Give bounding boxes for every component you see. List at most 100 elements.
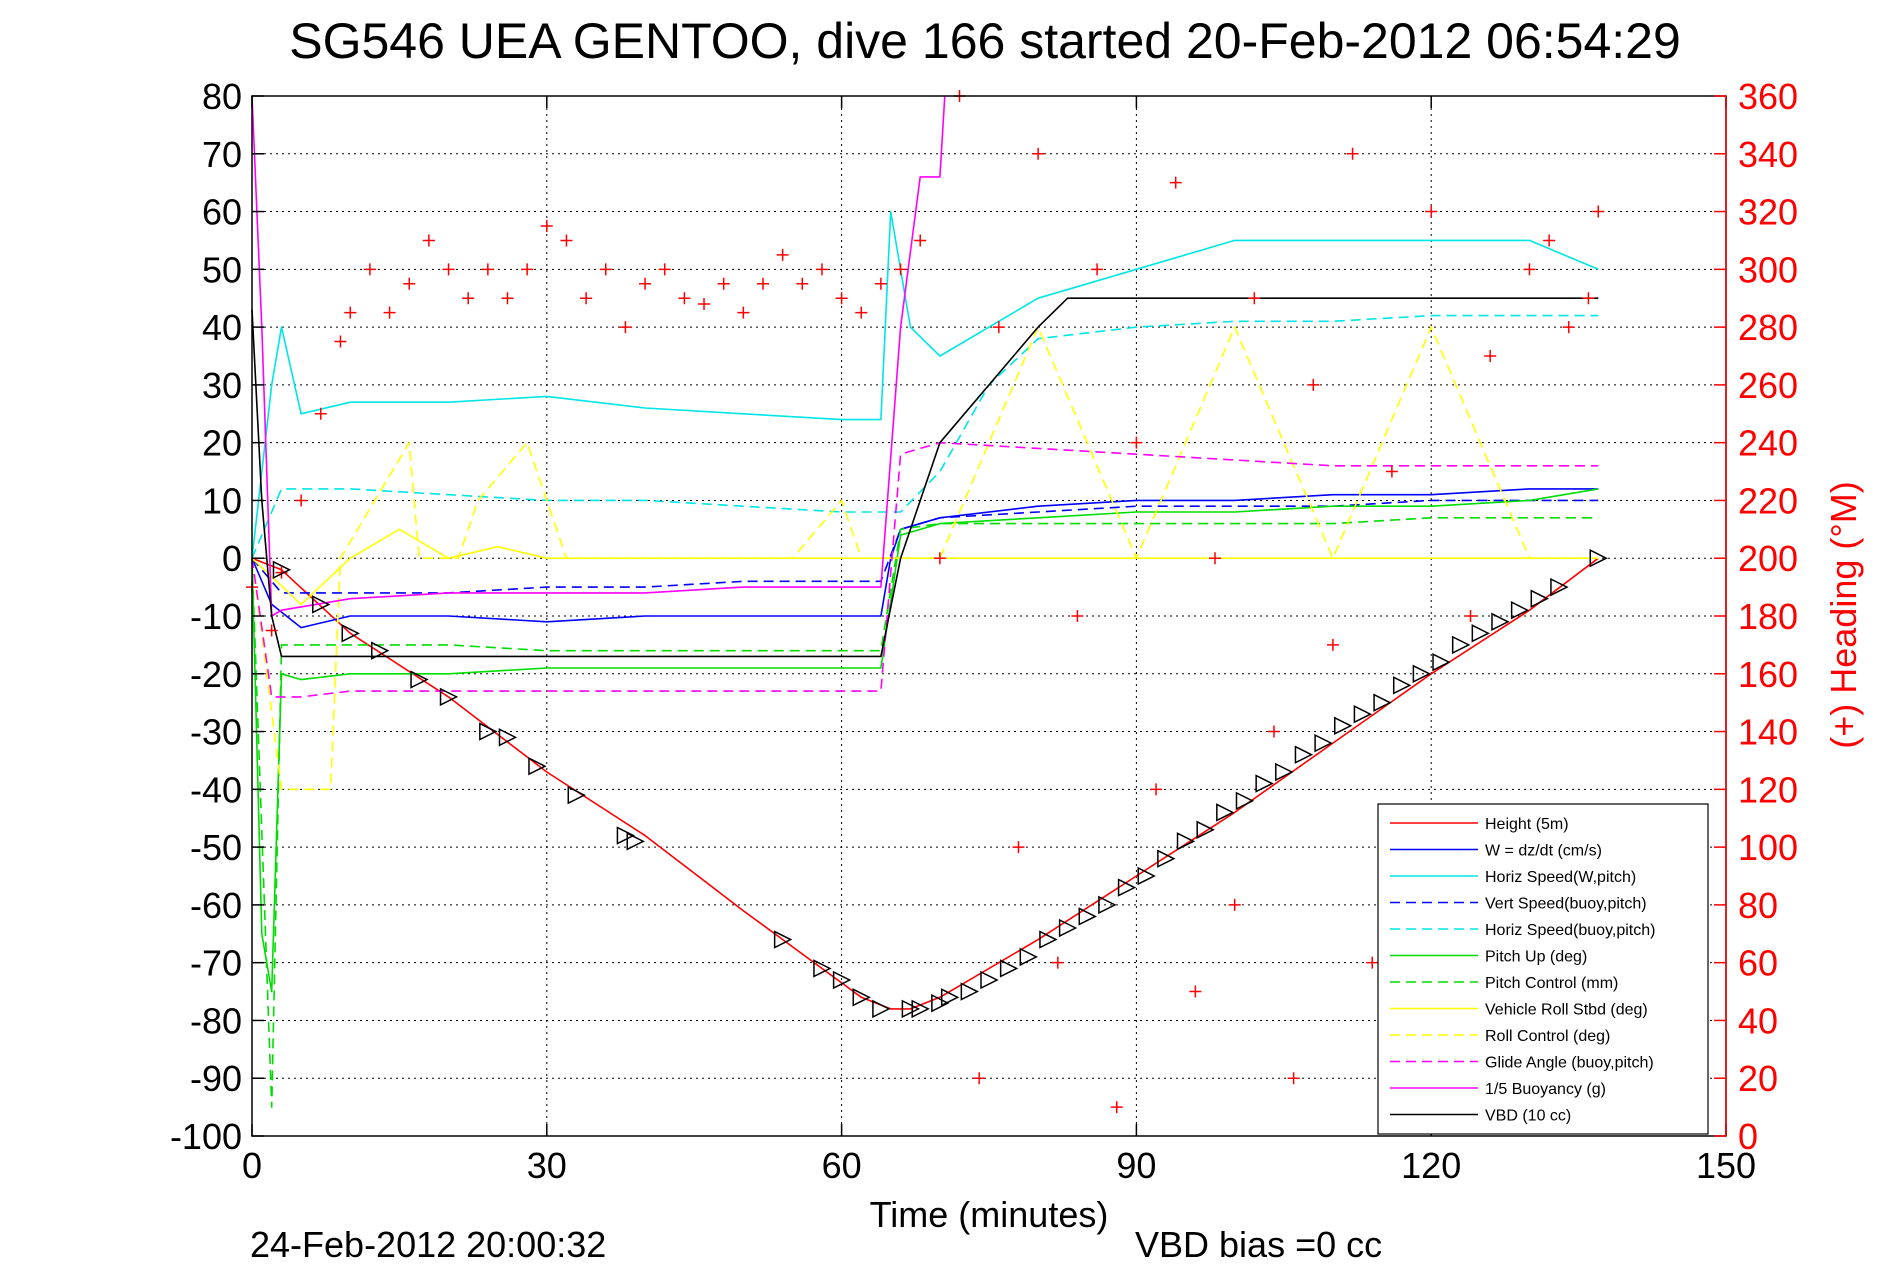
heading-point (1366, 956, 1379, 969)
triangle-marker (1176, 832, 1196, 851)
legend: Height (5m) W = dz/dt (cm/s) Horiz Speed(W… (1377, 803, 1709, 1135)
y-tick-label: 70 (202, 134, 242, 175)
series-line-0 (251, 557, 1599, 1010)
right-y-tick-label: 200 (1738, 538, 1798, 579)
heading-point (403, 277, 416, 290)
timestamp-footer: 24-Feb-2012 20:00:32 (250, 1224, 606, 1262)
y-tick-label: 40 (202, 307, 242, 348)
triangle-marker (1157, 849, 1176, 868)
heading-point (265, 624, 278, 637)
right-y-tick-label: 0 (1738, 1116, 1758, 1157)
series-line-1 (251, 488, 1599, 629)
legend-label: Roll Control (deg) (1485, 1028, 1610, 1045)
heading-point (1562, 321, 1575, 334)
x-tick-label: 90 (1116, 1145, 1156, 1186)
right-y-tick-label: 160 (1738, 654, 1798, 695)
triangle-marker (1019, 947, 1038, 967)
legend-label: Vehicle Roll Stbd (deg) (1485, 1002, 1648, 1019)
triangle-marker (626, 832, 645, 851)
heading-point (383, 306, 396, 319)
heading-point (973, 1072, 986, 1085)
triangle-marker (567, 785, 586, 805)
triangle-marker (1491, 612, 1510, 631)
heading-point (344, 306, 357, 319)
heading-point (619, 321, 632, 334)
series-line-5 (251, 488, 1599, 993)
series-line-10 (251, 95, 946, 617)
series-line-9 (251, 441, 1599, 698)
triangle-marker (1353, 705, 1373, 724)
triangle-marker (813, 959, 832, 978)
heading-point (314, 407, 327, 420)
heading-point (481, 263, 494, 276)
heading-point (1110, 1101, 1123, 1114)
right-y-tick-label: 80 (1738, 885, 1778, 926)
triangle-marker (872, 999, 891, 1019)
triangle-marker (341, 624, 360, 643)
right-y-tick-label: 280 (1738, 307, 1798, 348)
y-tick-label: -90 (190, 1058, 242, 1099)
triangle-marker (272, 560, 292, 579)
heading-point (756, 277, 769, 290)
triangle-marker (832, 970, 852, 990)
triangle-marker (1058, 918, 1078, 938)
x-tick-label: 120 (1401, 1145, 1461, 1186)
series-line-11 (251, 297, 1599, 658)
right-y-tick-label: 20 (1738, 1058, 1778, 1099)
triangle-marker (901, 999, 921, 1019)
heading-point (521, 263, 534, 276)
series-layer (251, 95, 1599, 1108)
right-axis-label: (+) Heading (°M) (1823, 481, 1864, 748)
legend-label: Pitch Control (mm) (1485, 975, 1618, 992)
heading-point (580, 292, 593, 305)
heading-point (442, 263, 455, 276)
heading-point (1169, 176, 1182, 189)
heading-point (855, 306, 868, 319)
heading-point (462, 292, 475, 305)
x-tick-label: 0 (242, 1145, 262, 1186)
triangle-marker (479, 722, 498, 741)
axes: 0 30 60 90 120 150-100-90-80-70-60-50-40-30-2… (170, 76, 1798, 1186)
right-y-tick-label: 100 (1738, 827, 1798, 868)
right-y-tick-label: 340 (1738, 134, 1798, 175)
series-line-3 (251, 499, 1599, 594)
heading-point (1228, 898, 1241, 911)
heading-point (1071, 610, 1084, 622)
triangle-marker (1235, 791, 1255, 811)
triangle-marker (1137, 866, 1156, 886)
heading-point (334, 335, 347, 348)
triangle-marker (1451, 635, 1471, 655)
right-y-tick-label: 260 (1738, 365, 1798, 406)
triangle-marker (1294, 745, 1314, 764)
heading-point (914, 234, 927, 247)
triangle-marker (1098, 895, 1117, 915)
triangle-marker (773, 930, 793, 949)
x-tick-label: 30 (527, 1145, 567, 1186)
triangle-marker (410, 670, 429, 689)
right-y-tick-label: 240 (1738, 423, 1798, 464)
heading-point (1307, 378, 1320, 391)
right-y-tick-label: 40 (1738, 1000, 1778, 1041)
y-tick-label: 30 (202, 365, 242, 406)
triangle-marker (1373, 693, 1392, 712)
y-tick-label: 50 (202, 249, 242, 290)
triangle-marker (1432, 653, 1451, 672)
heading-point (658, 263, 671, 276)
triangle-marker (1039, 930, 1058, 949)
heading-point (1464, 610, 1477, 622)
triangle-marker (1334, 716, 1353, 735)
triangle-marker (1392, 676, 1412, 695)
heading-point (1484, 350, 1497, 362)
right-y-tick-label: 60 (1738, 943, 1778, 984)
legend-label: 1/5 Buoyancy (g) (1485, 1081, 1606, 1098)
y-tick-label: -40 (190, 769, 242, 810)
heading-point (422, 234, 435, 247)
heading-point (1209, 552, 1222, 565)
heading-point (1326, 638, 1339, 651)
y-tick-label: -70 (190, 943, 242, 984)
right-y-tick-label: 320 (1738, 192, 1798, 233)
y-tick-label: 80 (202, 76, 242, 117)
triangle-marker (1412, 664, 1432, 683)
chart-title: SG546 UEA GENTOO, dive 166 started 20-Fe… (289, 13, 1681, 69)
